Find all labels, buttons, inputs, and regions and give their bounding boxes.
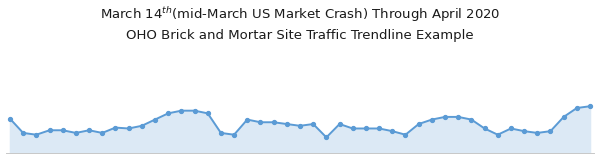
Text: March 14$^{th}$(mid-March US Market Crash) Through April 2020
OHO Brick and Mort: March 14$^{th}$(mid-March US Market Cras… xyxy=(100,5,500,42)
